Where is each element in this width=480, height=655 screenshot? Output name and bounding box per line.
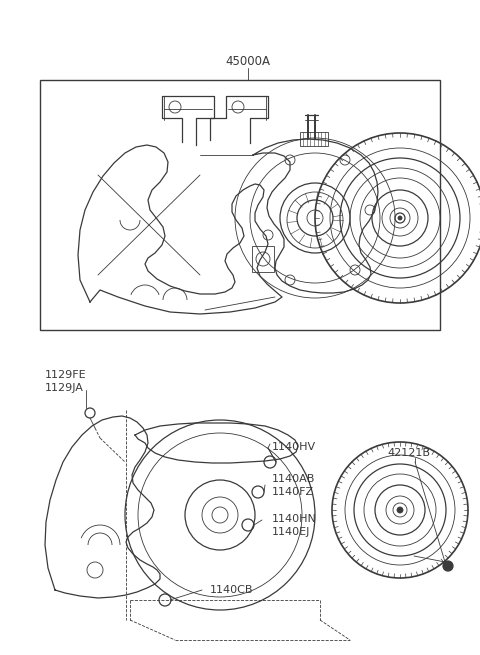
Circle shape — [443, 561, 453, 571]
Text: 1140CB: 1140CB — [210, 585, 253, 595]
Text: 1129FE: 1129FE — [45, 370, 86, 380]
Circle shape — [398, 216, 402, 220]
Text: 45000A: 45000A — [226, 55, 271, 68]
Circle shape — [397, 507, 403, 513]
Text: 1140HN: 1140HN — [272, 514, 317, 524]
Text: 42121B: 42121B — [387, 448, 430, 458]
Bar — [300, 132, 328, 146]
Text: 1140FZ: 1140FZ — [272, 487, 314, 497]
Bar — [252, 246, 274, 272]
Text: 1129JA: 1129JA — [45, 383, 84, 393]
Bar — [40, 80, 440, 330]
Text: 1140AB: 1140AB — [272, 474, 315, 484]
Text: 1140HV: 1140HV — [272, 442, 316, 452]
Text: 1140EJ: 1140EJ — [272, 527, 311, 537]
